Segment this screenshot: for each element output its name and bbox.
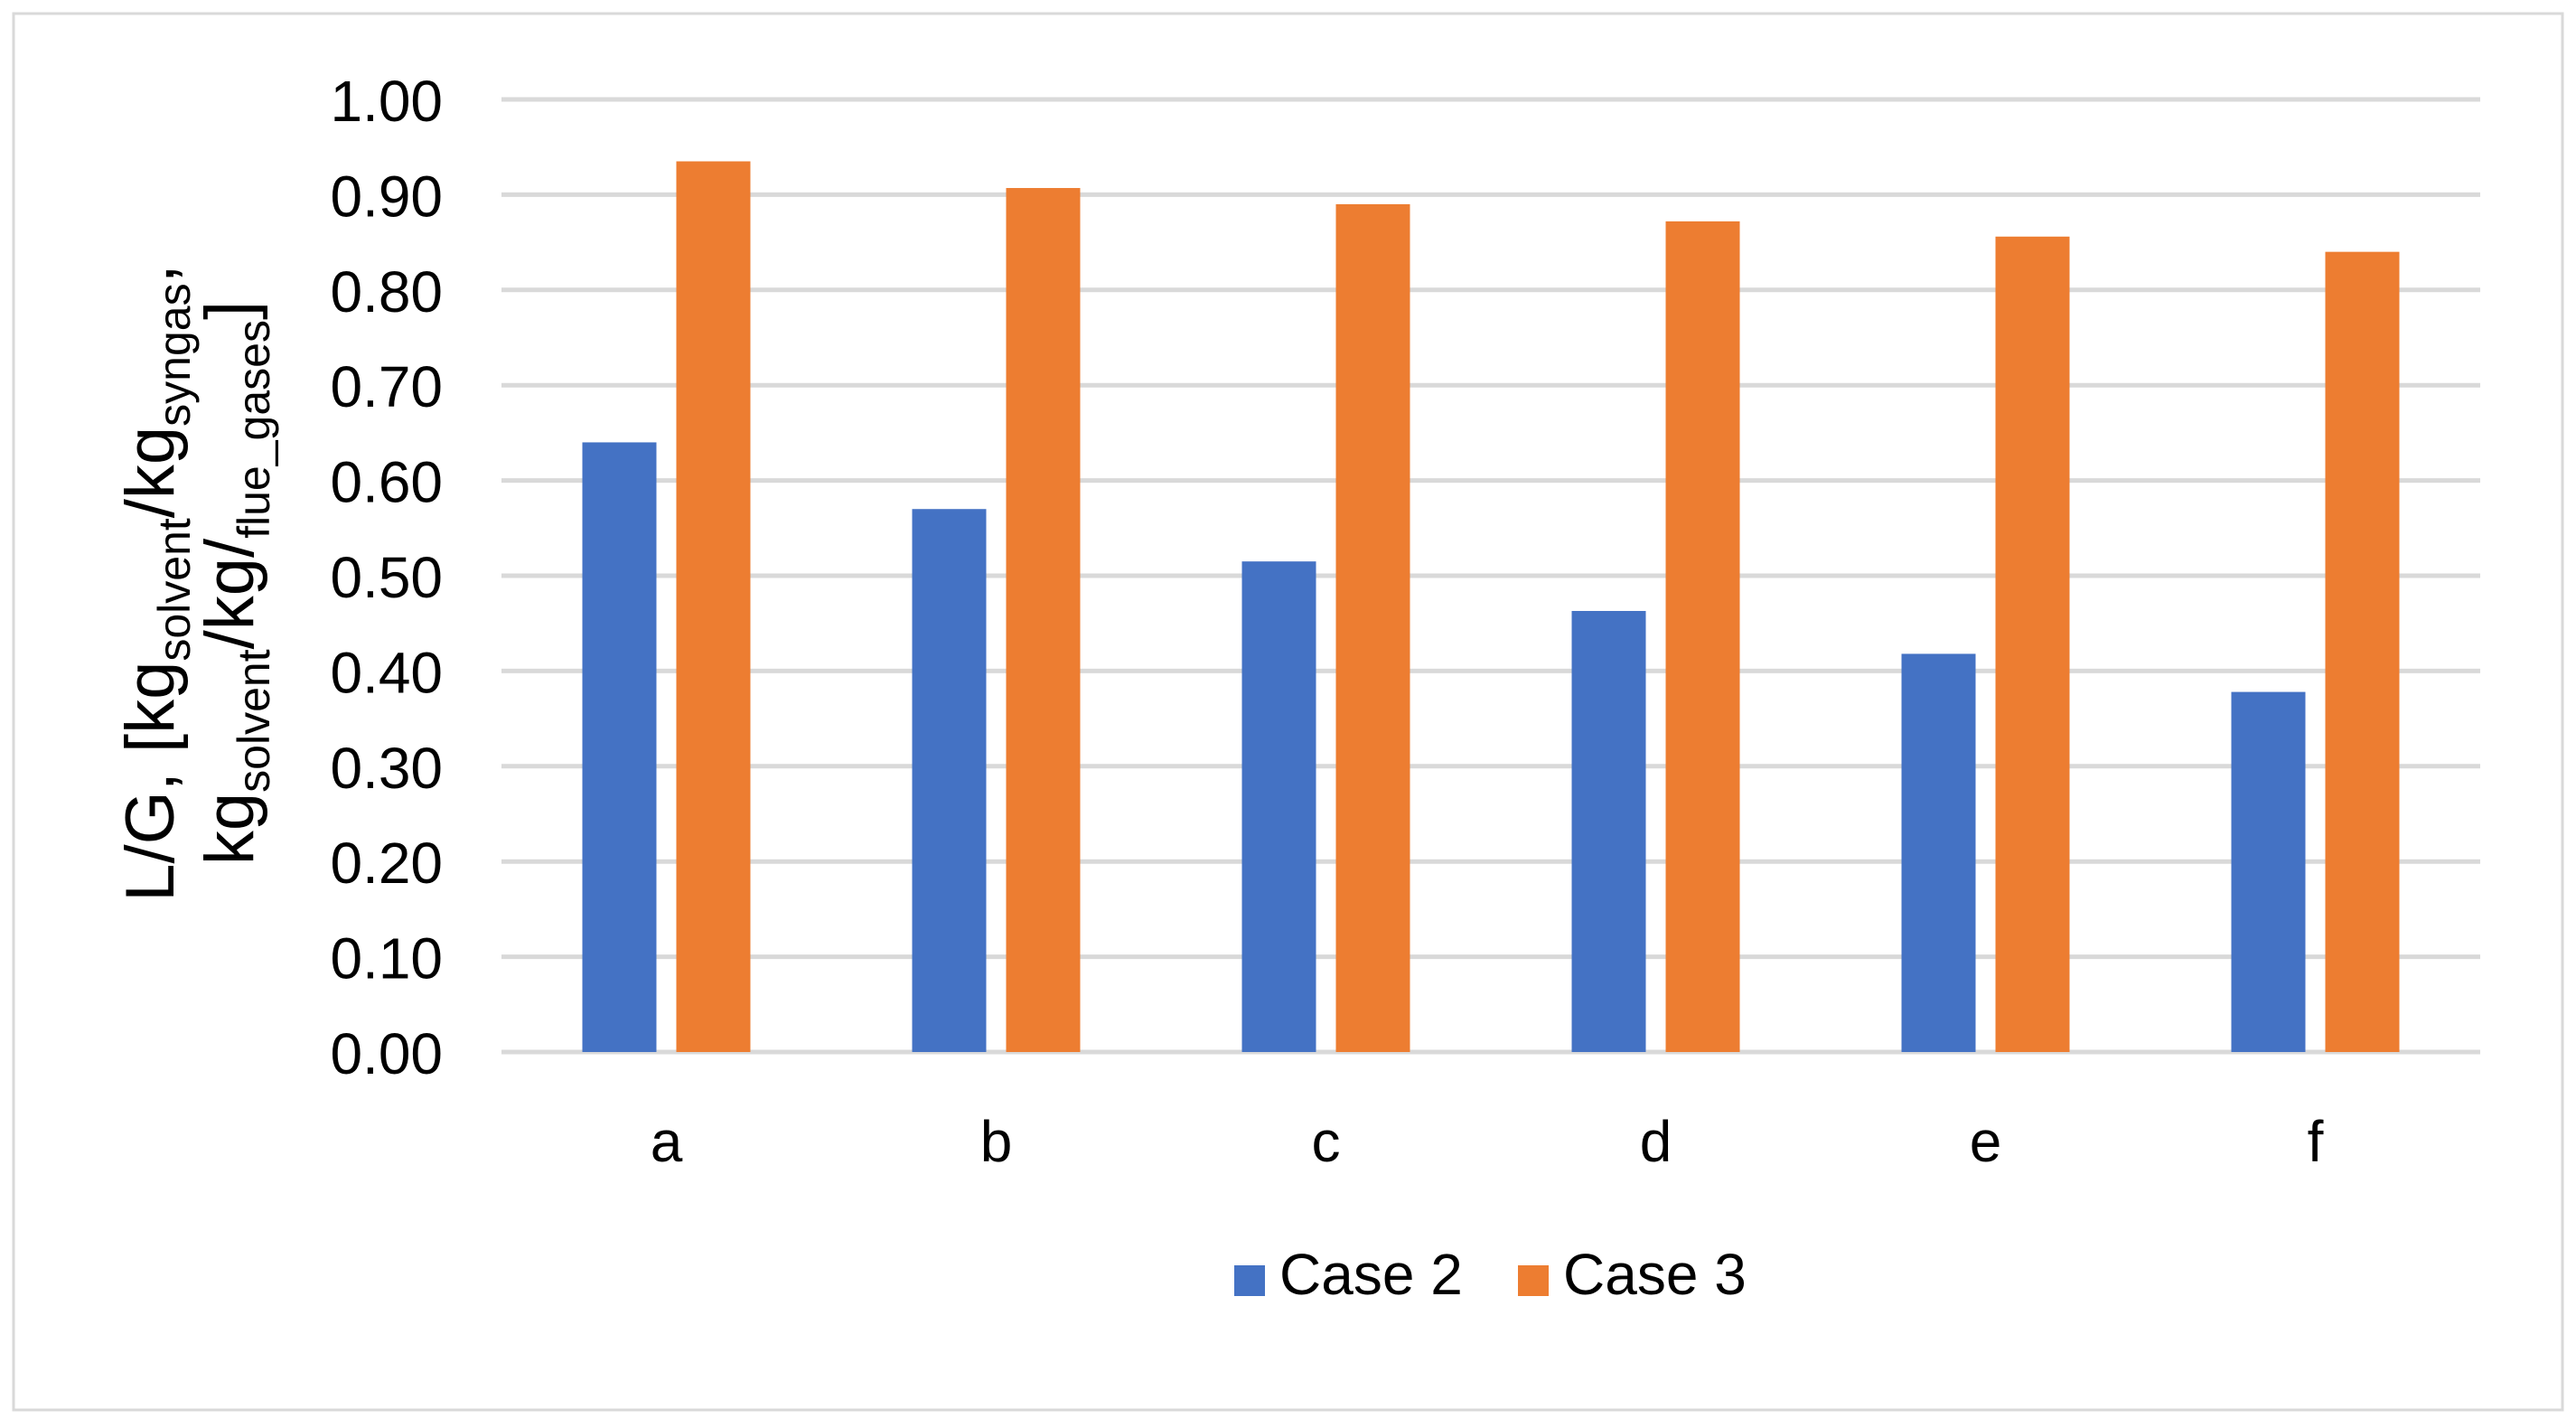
legend-label: Case 3 (1563, 1242, 1747, 1307)
y-tick-label: 0.50 (330, 545, 443, 610)
y-tick-label: 0.30 (330, 736, 443, 801)
bar-case-2-e (1901, 653, 1976, 1052)
x-tick-label: b (980, 1109, 1013, 1174)
y-axis-ticks: 0.00 0.10 0.20 0.30 0.40 0.50 0.60 0.70 0.80 0.90… (330, 69, 443, 1086)
x-tick-label: f (2308, 1109, 2324, 1174)
legend-swatch (1234, 1265, 1265, 1296)
bar-case-2-d (1571, 610, 1646, 1052)
x-tick-label: d (1640, 1109, 1672, 1174)
y-tick-label: 0.10 (330, 926, 443, 991)
y-tick-label: 0.40 (330, 640, 443, 705)
y-tick-label: 0.60 (330, 450, 443, 515)
bars (582, 161, 2400, 1053)
x-tick-label: c (1312, 1109, 1341, 1174)
x-axis-ticks: a b c d e f (651, 1109, 2324, 1174)
y-axis-label-line2: kgsolvent/kg/flue_gases] (192, 301, 279, 865)
gridlines (501, 97, 2480, 1055)
x-tick-label: a (651, 1109, 683, 1174)
y-tick-label: 1.00 (330, 69, 443, 134)
bar-case-2-a (582, 442, 657, 1052)
bar-case-3-b (1006, 188, 1081, 1053)
y-axis-label-line1: L/G, [kgsolvent/kgsyngas, (112, 264, 200, 902)
x-tick-label: e (1970, 1109, 2002, 1174)
bar-case-2-c (1241, 561, 1316, 1052)
y-tick-label: 0.80 (330, 259, 443, 324)
bar-case-3-e (1995, 236, 2070, 1052)
bar-case-3-d (1665, 221, 1740, 1053)
legend: Case 2 Case 3 (1234, 1242, 1747, 1307)
legend-swatch (1518, 1265, 1549, 1296)
bar-case-3-f (2325, 251, 2400, 1052)
y-tick-label: 0.00 (330, 1021, 443, 1086)
y-axis-label: L/G, [kgsolvent/kgsyngas, kgsolvent/kg/f… (112, 264, 279, 902)
legend-label: Case 2 (1279, 1242, 1463, 1307)
y-tick-label: 0.20 (330, 831, 443, 896)
bar-case-3-a (676, 161, 751, 1052)
y-tick-label: 0.70 (330, 354, 443, 419)
bar-case-3-c (1335, 203, 1410, 1052)
bar-case-2-f (2231, 691, 2306, 1052)
bar-case-2-b (912, 509, 987, 1052)
y-tick-label: 0.90 (330, 164, 443, 229)
